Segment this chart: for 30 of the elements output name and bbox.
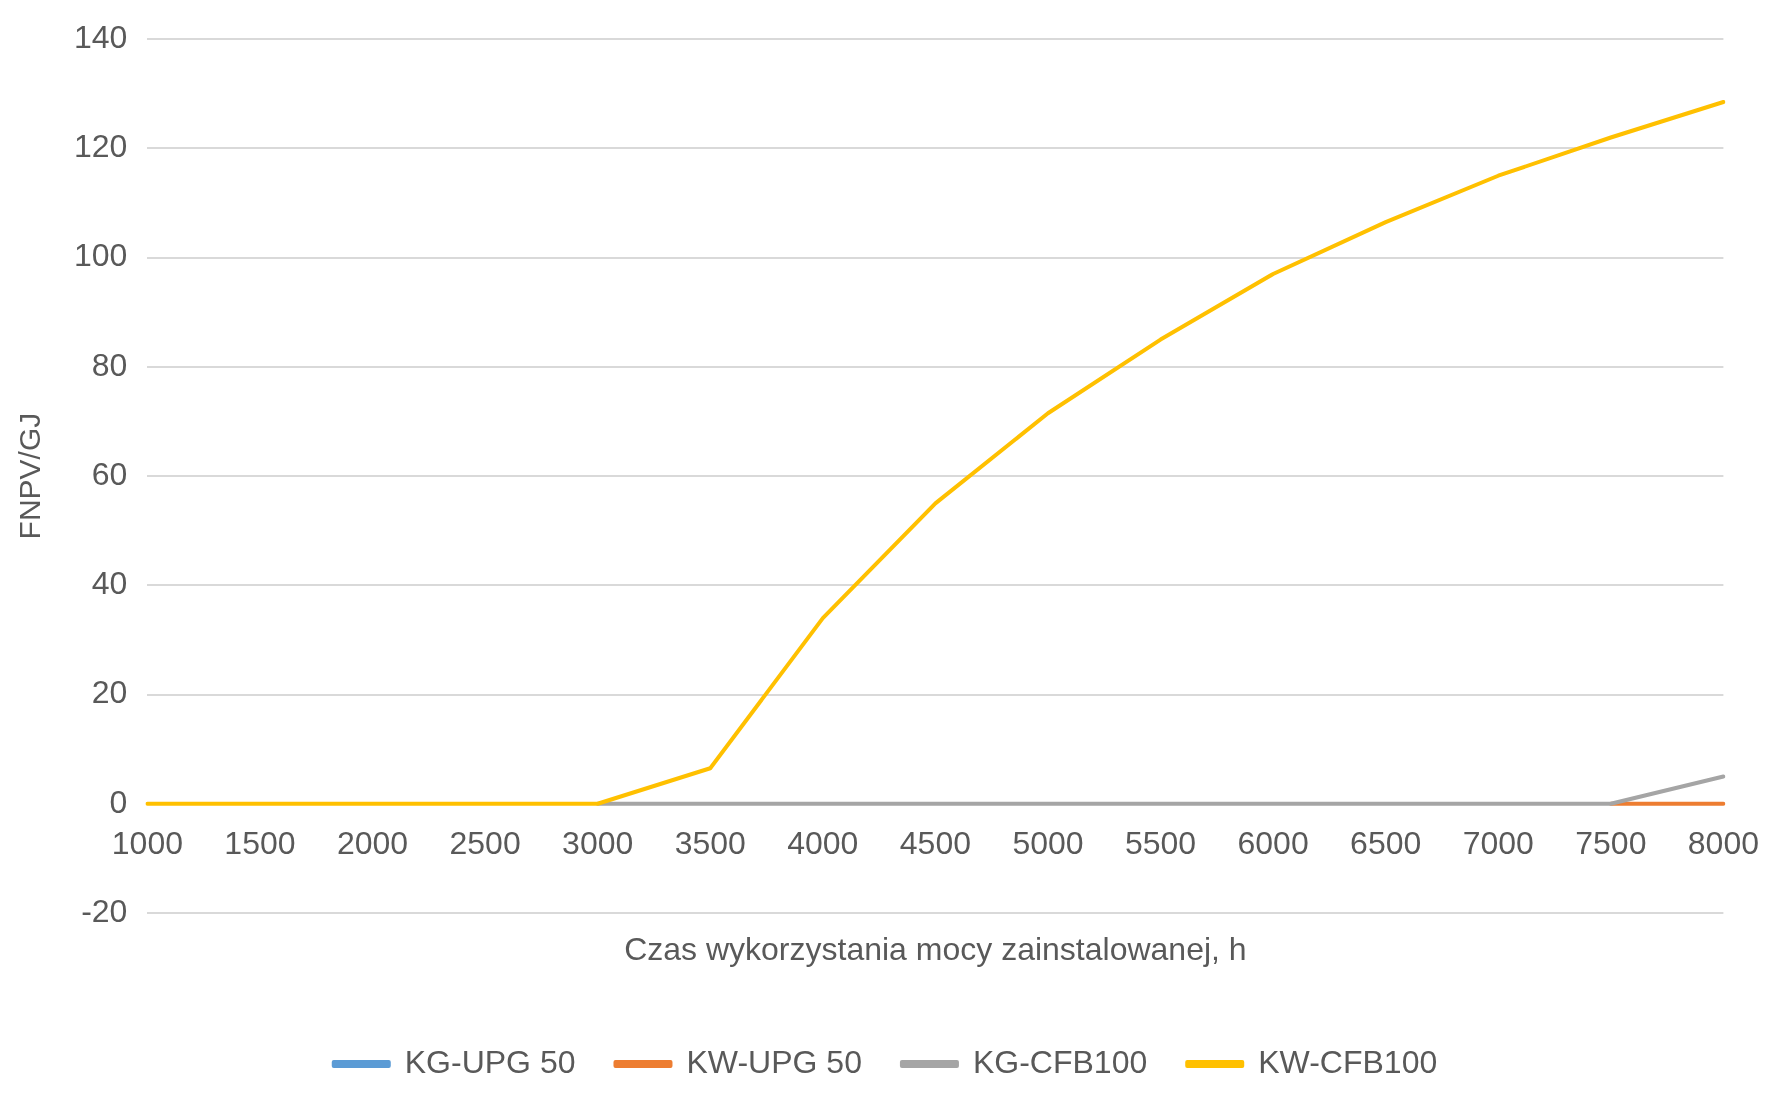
y-tick-label: 60	[91, 455, 128, 492]
x-tick-label: 1500	[224, 824, 296, 861]
x-tick-label: 4000	[787, 824, 859, 861]
x-tick-label: 8000	[1687, 824, 1759, 861]
legend-label: KW-UPG 50	[686, 1043, 862, 1080]
x-tick-label: 5500	[1124, 824, 1197, 861]
legend-label: KW-CFB100	[1258, 1043, 1438, 1080]
x-tick-label: 3500	[674, 824, 746, 861]
y-tick-label: 0	[109, 783, 128, 820]
y-tick-label: -20	[81, 892, 128, 929]
x-tick-label: 5000	[1012, 824, 1084, 861]
y-tick-label: 80	[91, 346, 128, 383]
x-tick-label: 1000	[111, 824, 183, 861]
x-axis-title: Czas wykorzystania mocy zainstalowanej, h	[624, 930, 1247, 967]
x-tick-label: 2500	[449, 824, 521, 861]
y-tick-label: 20	[91, 674, 128, 711]
x-tick-label: 3000	[562, 824, 634, 861]
y-tick-label: 140	[74, 19, 128, 56]
x-tick-label: 6000	[1237, 824, 1309, 861]
legend-label: KG-UPG 50	[404, 1043, 576, 1080]
x-tick-label: 7000	[1462, 824, 1534, 861]
x-tick-label: 7500	[1575, 824, 1647, 861]
x-tick-label: 2000	[336, 824, 409, 861]
y-tick-label: 120	[74, 128, 128, 165]
x-tick-label: 6500	[1350, 824, 1422, 861]
y-tick-label: 100	[74, 237, 128, 274]
y-tick-label: 40	[91, 565, 128, 602]
x-tick-label: 4500	[899, 824, 971, 861]
y-axis-title: FNPV/GJ	[13, 412, 47, 540]
legend-label: KG-CFB100	[972, 1043, 1148, 1080]
